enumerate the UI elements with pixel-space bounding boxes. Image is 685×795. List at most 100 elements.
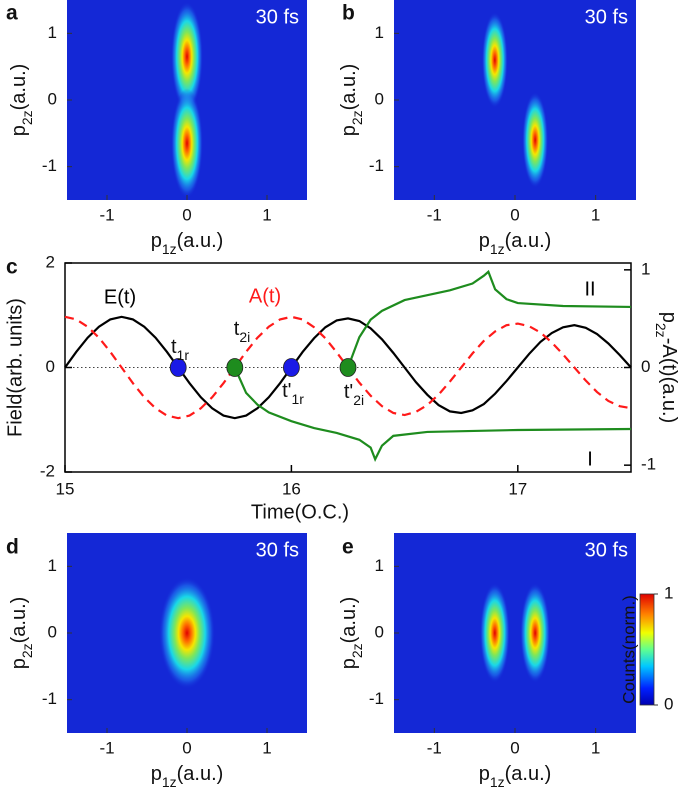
y-tick-label: 1 [375,23,384,42]
colorbar [639,593,655,706]
x-tick-label: 17 [508,479,527,498]
x-axis-label: p1z(a.u.) [479,763,552,789]
panel-letter: a [6,2,18,25]
x-tick-label: 1 [591,205,600,224]
heatmap-background [394,533,636,733]
x-axis-label-rest: (a.u.) [177,230,224,252]
y2-axis-label: p2z-A(t)(a.u.) [653,312,679,423]
y-axis-label: Field(arb. units) [4,298,26,437]
x-axis-label: Time(O.C.) [251,501,349,523]
y-axis-label-sub: 2z [19,643,35,658]
y2-tick-label: 0 [641,357,650,376]
x-tick-label: 0 [182,205,191,224]
heatmap-peaks [481,12,549,188]
y-axis-label: p2z(a.u.) [338,597,364,670]
x-tick-label: -1 [427,205,442,224]
intensity-peak [171,1,203,112]
x-tick-label: 0 [510,205,519,224]
x-tick-label: 1 [262,205,271,224]
x-axis-label-main: p [151,763,162,785]
x-axis-label: p1z(a.u.) [151,763,224,789]
time-point-label-sub: 2i [239,329,250,345]
y-tick-label: -1 [369,689,384,708]
x-tick-label: 1 [262,738,271,757]
y-tick-label: 0 [375,89,384,108]
y2-tick-label: -1 [641,455,656,474]
time-point-label-sub: 1r [177,347,190,363]
x-axis-label-rest: (a.u.) [505,230,552,252]
x-tick-label: -1 [99,205,114,224]
x-axis-label-sub: 1z [162,774,177,790]
series-label: E(t) [104,286,136,308]
y-axis-label-sub: 2z [19,110,35,125]
x-tick-label: -1 [427,738,442,757]
annotation: 30 fs [256,6,299,28]
annotation: 30 fs [585,539,628,561]
time-point-label: t'2i [344,381,364,407]
time-point [282,358,300,377]
x-tick-label: 0 [510,738,519,757]
x-axis-label: p1z(a.u.) [479,230,552,256]
annotation: 30 fs [585,6,628,28]
time-point-label-main: t [234,318,240,340]
y-tick-label: 0 [375,622,384,641]
y-tick-label: 1 [375,556,384,575]
y-axis-label-sub: 2z [349,110,365,125]
x-tick-label: 15 [56,479,75,498]
heatmap-peaks [159,577,215,689]
y-axis-label-main: p [338,125,360,136]
x-axis-label-main: p [151,230,162,252]
y-axis-label-main: p [338,658,360,669]
x-axis-label-sub: 1z [490,774,505,790]
time-point-label-main: t' [282,380,291,402]
intensity-peak [481,12,508,108]
series-label: II [584,278,595,300]
intensity-peak [522,92,549,188]
x-axis-label-rest: (a.u.) [177,763,224,785]
x-axis-label-main: p [479,230,490,252]
series-line [346,269,632,368]
x-axis-label-main: p [479,763,490,785]
y-axis-label-rest: (a.u.) [338,597,360,644]
intensity-peak [159,577,215,689]
series-label: I [587,448,593,470]
y-tick-label: 0 [48,622,57,641]
time-point-label: t2i [234,318,250,344]
y-tick-label: -2 [40,461,55,480]
y-tick-label: -1 [42,689,57,708]
y2-axis-label-rest: -A(t)(a.u.) [658,338,680,424]
y-axis-label-main: p [8,125,30,136]
y-tick-label: 0 [46,357,55,376]
time-point-label-sub: 1r [291,391,304,407]
x-tick-label: 16 [282,479,301,498]
y-axis-label-rest: (a.u.) [338,64,360,111]
x-tick-label: 1 [591,738,600,757]
y-axis-label-rest: (a.u.) [8,64,30,111]
heatmap-peaks [171,1,203,199]
colorbar-tick-label: 1 [664,583,673,602]
y-tick-label: -1 [369,156,384,175]
y2-axis-label-sub: 2z [653,323,669,338]
y2-axis-label-main: p [658,312,680,323]
colorbar-tick-label: 0 [664,694,673,713]
y-axis-label-main: p [8,658,30,669]
time-point-label-main: t' [344,381,353,403]
heatmap-peaks [479,583,551,683]
y-axis-label-rest: (a.u.) [8,597,30,644]
y-tick-label: 0 [48,89,57,108]
panel-letter: d [6,536,19,559]
y-axis-label: p2z(a.u.) [8,64,34,137]
y-axis-label-sub: 2z [349,643,365,658]
x-axis-label: p1z(a.u.) [151,230,224,256]
time-point [339,358,357,377]
time-point-label-main: t [171,336,177,358]
series-line [233,367,632,463]
time-point-label-sub: 2i [353,392,364,408]
x-tick-label: -1 [99,738,114,757]
y-tick-label: 2 [46,252,55,271]
time-point [169,358,187,377]
panel-letter: b [342,2,355,25]
y-axis-label: p2z(a.u.) [338,64,364,137]
x-axis-label-rest: (a.u.) [505,763,552,785]
